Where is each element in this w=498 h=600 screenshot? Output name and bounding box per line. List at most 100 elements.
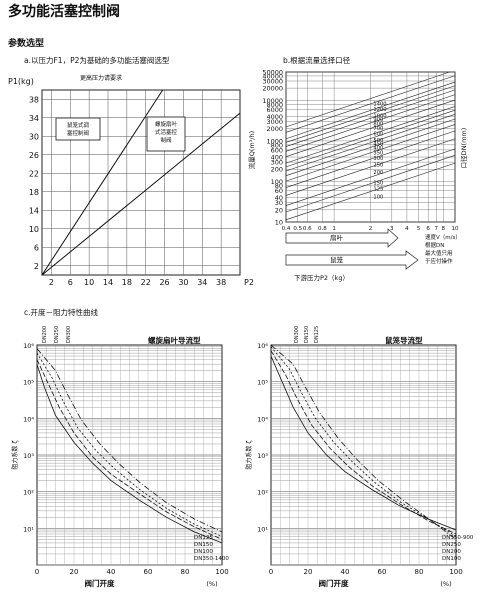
- chart-b-ytick: 1000: [266, 137, 283, 145]
- chart-b-dn-line: [285, 148, 456, 206]
- chart-c-panel1-xtick: 0: [269, 568, 273, 576]
- chart-b-dn-label: 400: [373, 146, 383, 152]
- chart-a-series-line-0: [41, 89, 164, 276]
- chart-b-ytick: 300: [271, 159, 283, 167]
- chart-a-ytick: 38: [29, 95, 39, 104]
- chart-a-xtick: 10: [84, 278, 94, 287]
- chart-b-dn-line: [285, 109, 456, 168]
- chart-b-dn-line: [285, 118, 456, 176]
- chart-a-xlabel: P2: [244, 278, 254, 287]
- chart-b-xtick: 0.5: [293, 226, 302, 232]
- chart-c-panel1-ylabel: 阻力系数 ζ: [245, 440, 253, 469]
- chart-b-dn-line: [285, 94, 456, 152]
- chart-c-panel0-ytick: 10³: [23, 452, 34, 460]
- chart-c-panel0-top-label: DN200: [42, 326, 48, 343]
- chart-b-dn-line: [285, 154, 456, 213]
- chart-a-xtick: 34: [197, 278, 207, 287]
- chart-b-ytick: 800: [271, 141, 283, 149]
- chart-b-ytick: 10000: [262, 97, 283, 105]
- chart-a-ytick: 30: [29, 132, 39, 141]
- chart-b-xtick: 0.8: [318, 226, 327, 232]
- chart-b-dn-line: [285, 89, 456, 147]
- chart-b-dn-label: 150: [373, 180, 383, 186]
- chart-b-dn-label: 800: [373, 121, 383, 127]
- chart-c-panel0-xunit: (%): [206, 580, 217, 588]
- chart-b-caption: b.根据流量选择口径: [283, 56, 351, 65]
- chart-b-dn-line: [285, 162, 456, 221]
- chart-b-ytick: 200: [271, 166, 283, 174]
- chart-b-dn-label: 100: [373, 195, 383, 201]
- chart-b-ytick: 40000: [262, 72, 283, 80]
- chart-c-panel1-xtick: 100: [449, 568, 462, 576]
- chart-a-xtick: 18: [122, 278, 132, 287]
- chart-c-panel0-xtick: 0: [35, 568, 39, 576]
- chart-c-panel1-right-label: DN200: [442, 549, 461, 555]
- chart-b-ytick: 8000: [266, 101, 283, 109]
- chart-a-ytick: 6: [34, 243, 39, 252]
- chart-a-region-label: 螺旋扇叶: [155, 120, 178, 128]
- chart-b-dn-line: [285, 99, 456, 158]
- chart-a-caption: a.以压力F1，P2为基础的多功能活塞阀选型: [24, 56, 170, 65]
- chart-c-panel1-ytick: 10⁴: [257, 415, 268, 423]
- chart-c-panel1-top-label: DN300: [294, 326, 300, 343]
- chart-a-region-box: [55, 117, 101, 141]
- chart-a-xtick: 38: [216, 278, 226, 287]
- chart-b-dn-label: 200: [373, 170, 383, 176]
- chart-c-panel0-ytick: 10⁵: [23, 379, 34, 387]
- chart-c-panel0-xtick: 40: [107, 568, 116, 576]
- chart-b-dn-label: 500: [373, 138, 383, 144]
- chart-b-xtick: 0.4: [282, 226, 291, 232]
- chart-c-panel0-xtick: 60: [144, 568, 153, 576]
- chart-c-panel0-top-label: DN300: [66, 326, 72, 343]
- chart-a-xtick: 22: [141, 278, 151, 287]
- chart-a-xtick: 6: [68, 278, 73, 287]
- chart-b-ytick: 10: [275, 219, 283, 227]
- chart-b-dn-label: 300: [373, 156, 383, 162]
- chart-a-ytick: 26: [29, 151, 39, 160]
- chart-a-top-note: 更高压力请要求: [80, 74, 122, 82]
- chart-b-dn-line: [285, 114, 456, 172]
- chart-b-ytick: 30000: [262, 77, 283, 85]
- chart-c-panel1-series-line-3: [270, 344, 457, 540]
- chart-c-panel1-series-line-2: [270, 346, 457, 537]
- chart-a-xtick: 14: [103, 278, 113, 287]
- chart-b-xtick: 3: [390, 226, 394, 232]
- chart-c-panel0-ytick: 10²: [23, 489, 34, 497]
- chart-b-ytick: 20000: [262, 85, 283, 93]
- chart-c-panel0-right-label: DN125: [194, 535, 213, 541]
- chart-b-xtick: 1: [332, 226, 336, 232]
- chart-a-ytick: 22: [29, 169, 39, 178]
- chart-c-panel0-series-line-3: [36, 348, 223, 533]
- chart-b-dn-label: 350: [373, 150, 383, 156]
- chart-a-xtick: 26: [159, 278, 169, 287]
- chart-b-arrow-label: 鼠笼: [330, 255, 344, 264]
- chart-a-ytick: 2: [34, 262, 39, 271]
- chart-c-panel1-xlabel: 阀门开度: [319, 578, 349, 588]
- chart-c-panel0-ytick: 10⁴: [23, 415, 34, 423]
- chart-b-ytick: 100: [271, 178, 283, 186]
- chart-c-panel0-title: 螺旋扇叶导流型: [148, 335, 201, 345]
- chart-b-dn-line: [285, 85, 456, 143]
- chart-b-ytick: 60: [275, 187, 283, 195]
- chart-b-ylabel: 流量Q(m³/h): [247, 131, 256, 169]
- chart-b-arrow-fan: [285, 228, 399, 248]
- chart-c-panel0-right-label: DN150: [194, 542, 213, 548]
- chart-c-panel0-series-line-0: [36, 364, 223, 544]
- chart-b-dn-line: [285, 130, 456, 188]
- chart-b-dn-label: 700: [373, 126, 383, 132]
- chart-a-xtick: 30: [178, 278, 188, 287]
- chart-c-panel1-ytick: 10³: [257, 452, 268, 460]
- chart-a-ylabel: P1(kg): [8, 77, 34, 86]
- chart-b-xtick: 8: [442, 226, 446, 232]
- chart-c-panel0-top-label: DN250: [54, 326, 60, 343]
- chart-c-panel0-right-label: DN350-1400: [194, 556, 229, 562]
- chart-b-ytick: 2000: [266, 125, 283, 133]
- chart-b-dn-line: [285, 106, 456, 164]
- chart-c-panel1-ytick: 10⁶: [257, 342, 268, 350]
- chart-b-ytick: 4000: [266, 113, 283, 121]
- chart-c-panel0-series-line-1: [36, 359, 223, 540]
- chart-c-panel0-ytick: 10⁶: [23, 342, 34, 350]
- chart-b-dn-label: 1000: [373, 113, 386, 119]
- chart-c-panel1-xtick: 80: [415, 568, 424, 576]
